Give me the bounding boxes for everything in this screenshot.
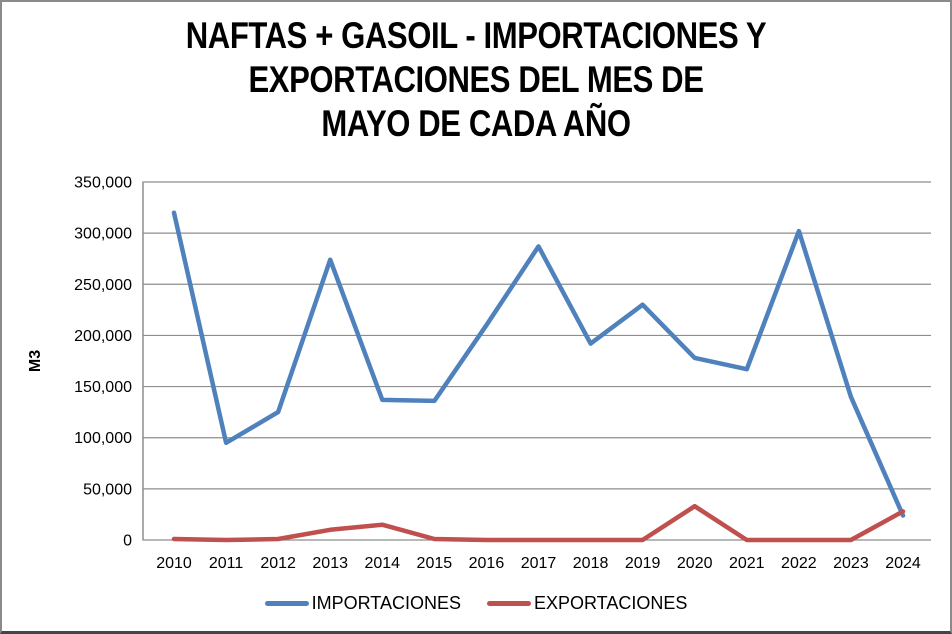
- chart-title-line-2: EXPORTACIONES DEL MES DE: [248, 59, 704, 100]
- x-tick-label: 2010: [156, 555, 192, 572]
- y-tick-label: 250,000: [74, 277, 132, 294]
- x-tick-label: 2015: [417, 555, 453, 572]
- y-tick-label: 200,000: [74, 328, 132, 345]
- legend-label-exportaciones: EXPORTACIONES: [533, 592, 688, 613]
- x-tick-label: 2021: [729, 555, 765, 572]
- x-tick-label: 2016: [469, 555, 505, 572]
- legend-label-importaciones: IMPORTACIONES: [311, 592, 461, 613]
- importaciones-line-swatch: [264, 600, 309, 606]
- x-tick-label: 2023: [833, 555, 869, 572]
- chart-title-line-3: MAYO DE CADA AÑO: [321, 103, 631, 144]
- exportaciones-line-swatch: [486, 600, 531, 606]
- x-tick-label: 2013: [312, 555, 348, 572]
- legend-item-importaciones: IMPORTACIONES: [264, 592, 461, 614]
- x-tick-label: 2014: [364, 555, 400, 572]
- x-tick-label: 2020: [677, 555, 713, 572]
- y-tick-label: 100,000: [74, 430, 132, 447]
- chart-title: NAFTAS + GASOIL - IMPORTACIONES Y EXPORT…: [78, 14, 874, 146]
- x-tick-label: 2011: [209, 555, 244, 572]
- series-line-exportaciones: [171, 503, 906, 543]
- legend: IMPORTACIONES EXPORTACIONES: [2, 590, 950, 616]
- series-line-importaciones: [171, 210, 906, 518]
- chart-title-line-1: NAFTAS + GASOIL - IMPORTACIONES Y: [185, 15, 767, 56]
- y-tick-label: 300,000: [74, 226, 132, 243]
- x-tick-label: 2022: [781, 555, 817, 572]
- y-tick-label: 350,000: [74, 175, 132, 192]
- x-tick-label: 2012: [260, 555, 296, 572]
- legend-item-exportaciones: EXPORTACIONES: [486, 592, 688, 614]
- x-tick-label: 2017: [521, 555, 557, 572]
- x-tick-label: 2024: [885, 555, 921, 572]
- y-tick-label: 150,000: [74, 379, 132, 396]
- x-tick-label: 2019: [625, 555, 661, 572]
- y-tick-label: 0: [123, 533, 132, 550]
- x-tick-label: 2018: [573, 555, 609, 572]
- y-tick-label: 50,000: [83, 481, 132, 498]
